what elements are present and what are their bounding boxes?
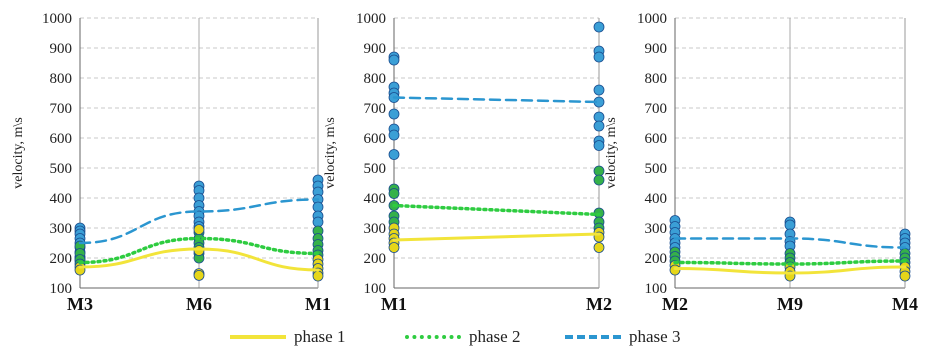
y-tick-label: 800 (364, 71, 387, 87)
y-tick-label: 500 (50, 161, 73, 177)
y-tick-label: 1000 (42, 11, 72, 27)
series-line-phase-1 (673, 265, 907, 275)
y-tick-label: 100 (645, 281, 668, 297)
legend-swatch-phase-2 (405, 335, 461, 339)
data-point (593, 120, 605, 132)
data-point (388, 129, 400, 141)
legend-item-phase-2: phase 2 (405, 322, 520, 352)
y-tick-label: 300 (645, 221, 668, 237)
legend-item-phase-1: phase 1 (230, 322, 345, 352)
y-tick-label: 900 (645, 41, 668, 57)
legend: phase 1 phase 2 phase 3 (0, 322, 926, 352)
legend-label-phase-3: phase 3 (629, 327, 681, 346)
chart-panel-1: 100 200 300 400 500 600 700 800 900 1000 velocity,… (11, 11, 331, 314)
y-tick-label: 400 (645, 191, 668, 207)
y-tick-label: 600 (50, 131, 73, 147)
data-point (388, 54, 400, 66)
data-point (899, 270, 911, 282)
data-point (193, 224, 205, 235)
y-tick-label: 600 (364, 131, 387, 147)
y-tick-label: 1000 (356, 11, 386, 27)
legend-label-phase-1: phase 1 (294, 327, 346, 346)
data-point (593, 165, 605, 177)
data-point (593, 174, 605, 186)
y-tick-label: 400 (364, 191, 387, 207)
chart-panel-2: 100 200 300 400 500 600 700 800 900 1000 velocity,… (323, 11, 612, 314)
data-point (312, 201, 324, 213)
x-tick-label: M4 (892, 294, 918, 314)
legend-label-phase-2: phase 2 (469, 327, 521, 346)
x-tick-label: M2 (662, 294, 688, 314)
y-tick-label: 100 (364, 281, 387, 297)
series-line-phase-3 (673, 237, 907, 249)
data-point (388, 108, 400, 120)
y-tick-label: 400 (50, 191, 73, 207)
data-point (193, 269, 205, 281)
series-line-phase-1 (78, 247, 320, 272)
y-tick-label: 900 (364, 41, 387, 57)
legend-item-phase-3: phase 3 (565, 322, 680, 352)
y-tick-label: 500 (645, 161, 668, 177)
y-tick-label: 500 (364, 161, 387, 177)
x-tick-label: M6 (186, 294, 212, 314)
y-tick-label: 1000 (637, 11, 667, 27)
data-point (593, 21, 605, 33)
data-point (593, 111, 605, 123)
series-line-phase-2 (392, 203, 601, 217)
x-tick-label: M1 (381, 294, 407, 314)
legend-swatch-phase-3 (565, 335, 621, 339)
y-tick-label: 200 (50, 251, 73, 267)
data-point (593, 51, 605, 63)
data-point (388, 242, 400, 253)
y-axis-label: velocity, m\s (323, 117, 338, 188)
data-point (784, 219, 796, 231)
data-point (388, 188, 400, 199)
series-line-phase-1 (392, 232, 601, 242)
data-point (388, 149, 400, 160)
y-tick-label: 800 (645, 71, 668, 87)
y-axis-label: velocity, m\s (604, 117, 619, 188)
y-tick-label: 300 (364, 221, 387, 237)
y-axis-label: velocity, m\s (11, 117, 26, 188)
series-line-phase-3 (78, 198, 320, 245)
y-tick-label: 100 (50, 281, 73, 297)
x-tick-label: M1 (305, 294, 331, 314)
y-tick-label: 700 (364, 101, 387, 117)
data-point (312, 216, 324, 228)
data-point (312, 270, 324, 282)
series-line-phase-3 (392, 96, 601, 104)
series-line-phase-2 (673, 259, 907, 266)
data-point (593, 242, 605, 253)
y-tick-label: 200 (364, 251, 387, 267)
chart-panel-3: 100 200 300 400 500 600 700 800 900 1000 velocity,… (604, 11, 918, 314)
x-tick-label: M9 (777, 294, 803, 314)
y-tick-label: 800 (50, 71, 73, 87)
x-tick-label: M3 (67, 294, 93, 314)
series-line-phase-2 (78, 236, 320, 265)
data-point (593, 140, 605, 151)
legend-swatch-phase-1 (230, 335, 286, 339)
data-point (593, 84, 605, 96)
y-tick-label: 700 (645, 101, 668, 117)
y-tick-label: 900 (50, 41, 73, 57)
y-tick-label: 600 (645, 131, 668, 147)
y-tick-label: 700 (50, 101, 73, 117)
y-tick-label: 300 (50, 221, 73, 237)
y-tick-label: 200 (645, 251, 668, 267)
x-tick-label: M2 (586, 294, 612, 314)
